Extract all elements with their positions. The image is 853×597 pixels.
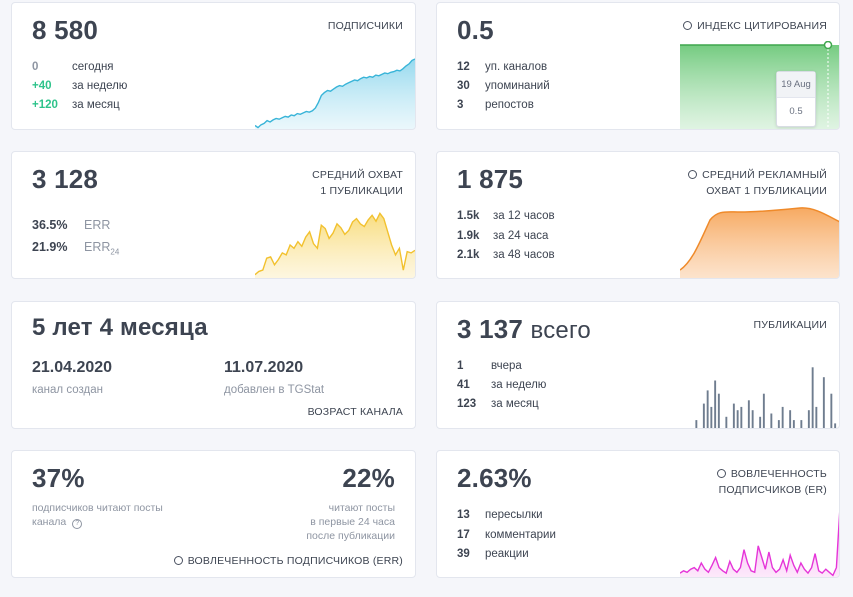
posts-month: 123 за месяц <box>457 398 539 410</box>
channel-age-value: 5 лет 4 месяца <box>32 314 208 341</box>
subscribers-card[interactable]: 8 580 ПОДПИСЧИКИ 0 сегодня +40 за неделю +… <box>11 2 416 130</box>
citation-chart[interactable] <box>680 41 840 130</box>
er-line <box>680 511 839 577</box>
posts-bar[interactable] <box>815 406 818 429</box>
channel-age-title: ВОЗРАСТ КАНАЛА <box>307 406 403 418</box>
subscribers-today: 0 сегодня <box>32 61 114 73</box>
posts-bar[interactable] <box>811 367 814 429</box>
citation-card[interactable]: 0.5 ИНДЕКС ЦИТИРОВАНИЯ 12 уп. каналов 30 у… <box>436 2 840 130</box>
subscribers-trend-chart[interactable] <box>255 55 415 130</box>
er-value: 2.63% <box>457 463 532 493</box>
posts-bar[interactable] <box>789 410 792 429</box>
ad-reach-line <box>680 207 839 271</box>
citation-channels: 12 уп. каналов <box>457 61 548 73</box>
er-comments: 17 комментарии <box>457 529 556 541</box>
created-label: канал создан <box>32 384 103 396</box>
posts-bar[interactable] <box>717 393 720 429</box>
posts-bar[interactable] <box>725 416 728 429</box>
posts-bar[interactable] <box>751 410 754 429</box>
posts-bar[interactable] <box>747 400 750 429</box>
posts-bar[interactable] <box>807 410 810 429</box>
posts-bar[interactable] <box>781 406 784 429</box>
er-card[interactable]: 2.63% ВОВЛЕЧЕННОСТЬ ПОДПИСЧИКОВ (ER) 13 пе… <box>436 450 840 578</box>
subscribers-area <box>255 59 415 129</box>
info-icon[interactable] <box>173 556 183 565</box>
ad-reach-area <box>680 207 839 278</box>
posts-bar-chart[interactable] <box>687 360 837 429</box>
posts-bar[interactable] <box>822 377 825 429</box>
reach-err: 36.5% ERR <box>32 218 111 232</box>
posts-bar[interactable] <box>695 420 698 429</box>
subscribers-week: +40 за неделю <box>32 80 128 92</box>
posts-bar[interactable] <box>834 423 837 429</box>
posts-total: 3 137 всего <box>457 314 591 344</box>
posts-bar[interactable] <box>830 393 833 429</box>
posts-bar[interactable] <box>732 403 735 429</box>
citation-index-value: 0.5 <box>457 15 494 45</box>
posts-card[interactable]: 3 137 всего ПУБЛИКАЦИИ 1 вчера 41 за недел… <box>436 301 840 429</box>
ad-reach-12h: 1.5k за 12 часов <box>457 210 555 222</box>
subscribers-line <box>255 58 415 129</box>
err-24h-value: 22% <box>342 463 395 493</box>
posts-bar[interactable] <box>762 393 765 429</box>
reach-area <box>255 213 415 278</box>
tooltip-date: 19 Aug <box>777 72 815 98</box>
posts-bar[interactable] <box>702 403 705 429</box>
err-title: ВОВЛЕЧЕННОСТЬ ПОДПИСЧИКОВ (ERR) <box>173 553 403 569</box>
info-icon[interactable] <box>688 170 698 179</box>
reach-err24: 21.9% ERR24 <box>32 240 120 257</box>
posts-bar[interactable] <box>710 406 713 429</box>
created-date: 21.04.2020 <box>32 359 113 376</box>
info-icon[interactable] <box>683 21 693 30</box>
er-reactions: 39 реакции <box>457 548 529 560</box>
subscribers-count: 8 580 <box>32 15 99 45</box>
channel-age-card[interactable]: 5 лет 4 месяца 21.04.2020 канал создан 1… <box>11 301 416 429</box>
reach-line <box>255 211 415 276</box>
posts-title: ПУБЛИКАЦИИ <box>753 319 827 331</box>
tooltip-value: 0.5 <box>789 106 803 117</box>
citation-mentions: 30 упоминаний <box>457 80 550 92</box>
err-card[interactable]: 37% подписчиков читают посты канала ? 22%… <box>11 450 416 578</box>
ad-reach-chart[interactable] <box>680 202 840 279</box>
er-forwards: 13 пересылки <box>457 509 543 521</box>
info-icon[interactable] <box>716 469 726 478</box>
er-trend-chart[interactable] <box>680 497 840 578</box>
posts-bar[interactable] <box>706 390 709 429</box>
posts-bar[interactable] <box>770 413 773 430</box>
ad-reach-card[interactable]: 1 875 СРЕДНИЙ РЕКЛАМНЫЙ ОХВАТ 1 ПУБЛИКАЦИ… <box>436 151 840 279</box>
citation-area <box>680 45 839 129</box>
posts-bar[interactable] <box>714 380 717 430</box>
subscribers-title: ПОДПИСЧИКИ <box>327 20 403 32</box>
err-readers-label: подписчиков читают посты канала ? <box>32 502 163 529</box>
help-icon[interactable]: ? <box>72 519 83 529</box>
reach-title: СРЕДНИЙ ОХВАТ 1 ПУБЛИКАЦИИ <box>312 169 403 197</box>
posts-bar[interactable] <box>777 420 780 429</box>
err-24h-label: читают посты в первые 24 часа после публик… <box>306 502 395 542</box>
citation-point[interactable] <box>823 41 833 50</box>
reach-card[interactable]: 3 128 СРЕДНИЙ ОХВАТ 1 ПУБЛИКАЦИИ 36.5% ERR… <box>11 151 416 279</box>
subscribers-month: +120 за месяц <box>32 99 120 111</box>
posts-yesterday: 1 вчера <box>457 360 522 372</box>
ad-reach-48h: 2.1k за 48 часов <box>457 249 555 261</box>
reach-trend-chart[interactable] <box>255 204 415 279</box>
err-readers-value: 37% <box>32 463 85 493</box>
posts-bar[interactable] <box>759 416 762 429</box>
posts-bar[interactable] <box>800 420 803 429</box>
citation-title: ИНДЕКС ЦИТИРОВАНИЯ <box>683 18 827 34</box>
added-date: 11.07.2020 <box>224 359 304 376</box>
posts-bar[interactable] <box>792 420 795 429</box>
ad-reach-24h: 1.9k за 24 часа <box>457 230 549 242</box>
er-title: ВОВЛЕЧЕННОСТЬ ПОДПИСЧИКОВ (ER) <box>716 468 827 496</box>
citation-reposts: 3 репостов <box>457 99 534 111</box>
ad-reach-value: 1 875 <box>457 164 524 194</box>
reach-value: 3 128 <box>32 164 99 194</box>
posts-week: 41 за неделю <box>457 379 547 391</box>
posts-bar[interactable] <box>736 410 739 429</box>
ad-reach-title: СРЕДНИЙ РЕКЛАМНЫЙ ОХВАТ 1 ПУБЛИКАЦИИ <box>688 167 827 199</box>
added-label: добавлен в TGStat <box>224 384 325 396</box>
citation-tooltip: 19 Aug 0.5 <box>776 71 816 127</box>
posts-bar[interactable] <box>740 406 743 429</box>
